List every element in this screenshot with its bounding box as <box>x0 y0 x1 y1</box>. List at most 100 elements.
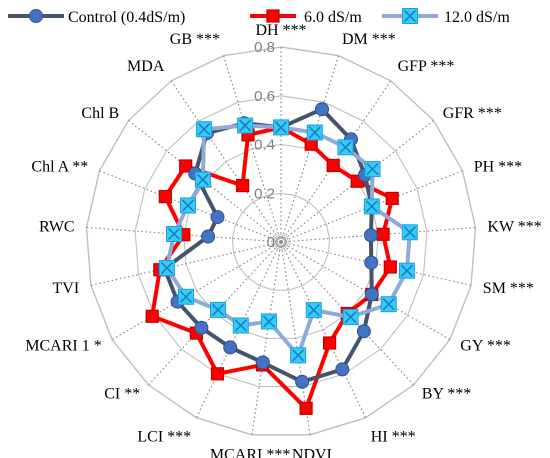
point-1-9 <box>323 336 337 350</box>
point-2-7 <box>380 296 397 313</box>
radar-grid <box>85 46 477 436</box>
series-2 <box>158 117 418 364</box>
axis-label-9: HI *** <box>371 429 416 446</box>
tick-label-3: 0.6 <box>254 88 275 105</box>
axis-label-4: PH *** <box>474 158 522 175</box>
point-1-17 <box>158 190 172 204</box>
series-line-1 <box>150 125 395 411</box>
radial-tick-labels: 0 0.2 0.4 0.6 0.8 <box>254 39 275 251</box>
point-1-18 <box>179 159 193 173</box>
axis-label-18: Chl B <box>81 105 119 122</box>
axis-label-20: GB *** <box>170 31 220 48</box>
point-1-12 <box>210 367 225 381</box>
point-2-3 <box>364 161 381 178</box>
point-2-0 <box>273 119 289 136</box>
point-2-2 <box>337 139 354 156</box>
axis-label-8: BY *** <box>422 386 472 403</box>
tick-label-2: 0.4 <box>254 137 275 154</box>
spoke-15 <box>90 241 282 286</box>
axis-label-3: GFR *** <box>443 105 502 122</box>
point-2-12 <box>232 317 249 334</box>
center-ring <box>277 238 285 246</box>
point-2-11 <box>261 313 277 330</box>
point-0-16 <box>201 229 216 244</box>
axis-label-14: MCARI 1 * <box>25 338 101 355</box>
point-0-1 <box>315 102 329 117</box>
point-0-11 <box>255 355 270 370</box>
point-2-16 <box>166 226 182 242</box>
point-0-6 <box>364 255 379 270</box>
point-0-12 <box>223 340 238 355</box>
point-1-6 <box>383 260 397 274</box>
axis-label-6: SM *** <box>483 280 534 297</box>
axis-label-11: MCARI *** <box>210 447 290 458</box>
point-0-7 <box>364 287 379 302</box>
axis-label-5: KW *** <box>487 219 541 236</box>
series-line-0 <box>162 107 374 384</box>
axis-label-1: DM *** <box>342 31 396 48</box>
point-1-19 <box>236 179 250 193</box>
point-0-9 <box>335 362 350 377</box>
center-ring <box>273 234 289 250</box>
center-ring <box>275 236 287 248</box>
axis-label-2: GFP *** <box>398 58 455 75</box>
point-2-10 <box>290 347 307 364</box>
tick-label-4: 0.8 <box>254 39 275 56</box>
point-0-8 <box>356 324 371 339</box>
tick-label-1: 0.2 <box>254 185 275 202</box>
tick-label-0: 0 <box>267 234 275 251</box>
grid-ring-1 <box>231 192 331 291</box>
point-1-14 <box>145 309 159 323</box>
axis-label-17: Chl A ** <box>31 158 88 175</box>
spoke-19 <box>170 80 282 243</box>
axis-label-0: DH *** <box>255 22 306 39</box>
axis-label-19: MDA <box>127 58 165 75</box>
axis-label-16: RWC <box>39 219 75 236</box>
center-ring <box>278 239 284 245</box>
chart-legend: Control (0.4dS/m) 6.0 dS/m 12.0 dS/m <box>8 8 510 26</box>
point-0-5 <box>363 228 378 243</box>
point-2-20 <box>237 117 254 134</box>
spoke-11 <box>251 241 282 435</box>
point-2-4 <box>363 198 380 215</box>
legend-label-2: 12.0 dS/m <box>444 9 510 26</box>
data-series <box>145 102 418 415</box>
legend-item-2: 12.0 dS/m <box>382 8 510 26</box>
point-0-17 <box>210 210 225 225</box>
point-1-10 <box>299 401 313 415</box>
axis-labels: DH *** DM ***GFP *** GFR *** PH *** KW *** SM… <box>25 22 542 458</box>
grid-ring-3 <box>134 95 428 388</box>
point-2-18 <box>194 171 211 188</box>
series-line-2 <box>164 123 412 358</box>
axis-label-10: NDVI <box>292 447 332 458</box>
point-2-8 <box>342 309 359 325</box>
axis-label-15: TVI <box>53 280 80 297</box>
legend-item-1: 6.0 dS/m <box>250 9 362 26</box>
grid-ring-4 <box>85 46 477 436</box>
point-1-2 <box>326 158 340 173</box>
point-2-15 <box>158 260 175 276</box>
axis-label-7: GY *** <box>460 338 511 355</box>
point-1-5 <box>376 227 390 241</box>
point-2-14 <box>178 288 194 305</box>
spoke-10 <box>280 241 311 435</box>
point-0-10 <box>295 374 310 389</box>
spoke-14 <box>111 241 282 341</box>
spoke-20 <box>222 55 282 243</box>
point-2-6 <box>398 262 415 279</box>
point-2-19 <box>196 121 213 138</box>
point-2-13 <box>210 301 226 318</box>
point-2-17 <box>180 197 196 214</box>
legend-label-1: 6.0 dS/m <box>304 9 362 26</box>
point-2-9 <box>305 302 322 319</box>
axis-label-12: LCI *** <box>137 429 191 446</box>
spoke-9 <box>280 241 367 418</box>
point-2-5 <box>401 224 418 241</box>
point-2-1 <box>306 124 323 141</box>
axis-label-13: CI ** <box>104 386 140 403</box>
legend-item-0: Control (0.4dS/m) <box>8 9 185 26</box>
legend-label-0: Control (0.4dS/m) <box>68 9 185 26</box>
point-1-4 <box>385 191 399 205</box>
point-0-13 <box>194 320 209 335</box>
